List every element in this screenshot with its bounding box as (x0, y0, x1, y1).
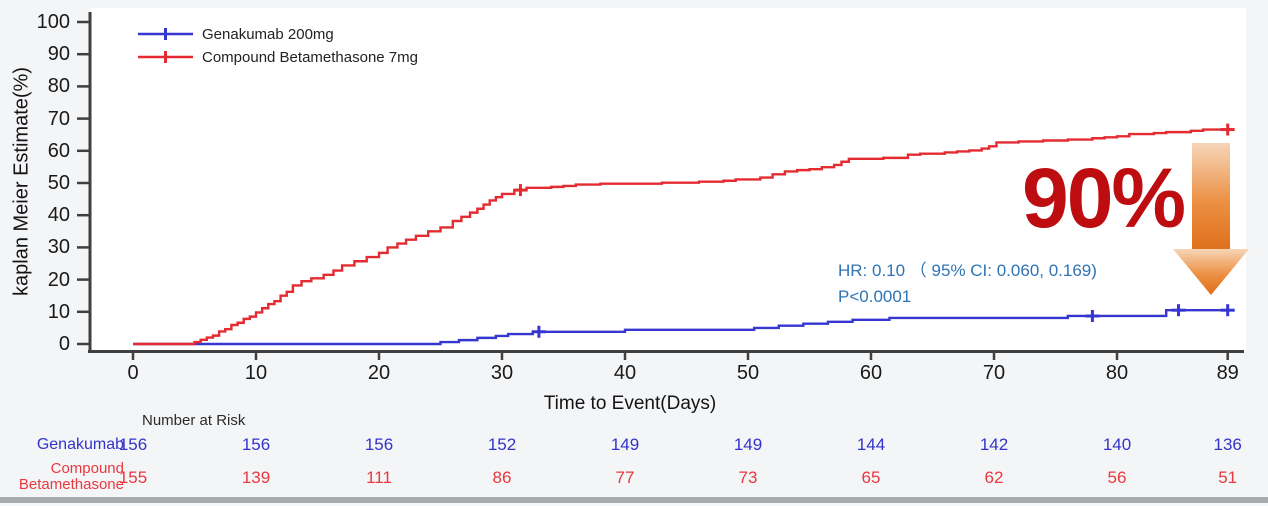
risk-value: 140 (1102, 435, 1132, 454)
y-tick-label: 40 (47, 204, 70, 227)
y-tick-label: 100 (36, 11, 70, 33)
effect-size-callout: 90% (1022, 151, 1186, 245)
x-axis-title: Time to Event(Days) (543, 393, 717, 414)
y-tick-label: 90 (47, 43, 70, 66)
x-tick-label: 50 (736, 362, 760, 384)
risk-value: 152 (487, 435, 517, 454)
risk-row-label-text: Genakumab (36, 436, 124, 453)
x-tick-label: 0 (127, 362, 139, 384)
y-tick-label: 50 (47, 172, 70, 194)
risk-value: 136 (1213, 435, 1242, 454)
risk-value: 62 (984, 468, 1004, 487)
y-tick-label: 20 (47, 268, 70, 291)
risk-row-label-genakumab: Genakumab (4, 436, 124, 453)
risk-value: 149 (610, 435, 640, 454)
p-value-annotation: P<0.0001 (838, 287, 912, 306)
x-tick-label: 80 (1105, 362, 1129, 384)
x-tick-label: 40 (613, 362, 637, 384)
y-tick-label: 60 (47, 139, 70, 162)
risk-row-label-text: Compound (50, 460, 124, 477)
km-curve-genakumab (133, 308, 1228, 346)
risk-value: 56 (1107, 468, 1127, 487)
y-tick-label: 0 (58, 333, 70, 355)
x-tick-label: 10 (244, 362, 268, 384)
plot-area (91, 8, 1246, 351)
bottom-edge-bar (0, 497, 1268, 503)
risk-value: 65 (861, 468, 881, 487)
risk-value: 111 (366, 468, 392, 487)
risk-value: 86 (492, 468, 512, 487)
down-arrow-icon (1173, 143, 1249, 295)
x-tick-label: 70 (982, 362, 1006, 384)
risk-table-header: Number at Risk (142, 412, 246, 429)
legend-label-betamethasone: Compound Betamethasone 7mg (202, 49, 418, 66)
risk-row-label-betamethasone: Compound Betamethasone (4, 461, 124, 493)
risk-value: 144 (856, 435, 886, 454)
risk-value: 77 (615, 468, 635, 487)
below-edge-strip (0, 503, 1268, 506)
km-curve-betamethasone (133, 128, 1228, 346)
risk-value: 155 (118, 468, 148, 487)
y-tick-label: 30 (47, 236, 70, 259)
y-tick-label: 80 (47, 75, 70, 98)
risk-value: 156 (364, 435, 394, 454)
y-tick-label: 10 (47, 300, 70, 323)
risk-value: 51 (1218, 468, 1238, 487)
risk-value: 73 (738, 468, 758, 487)
risk-value: 139 (241, 468, 271, 487)
risk-value: 149 (733, 435, 763, 454)
y-tick-label: 70 (47, 107, 70, 130)
x-tick-label: 60 (859, 362, 883, 384)
x-tick-label: 30 (490, 362, 514, 384)
risk-value: 156 (118, 435, 148, 454)
x-tick-label: 89 (1216, 362, 1239, 384)
hazard-ratio-annotation: HR: 0.10 （ 95% CI: 0.060, 0.169) (838, 261, 1097, 280)
legend-label-genakumab: Genakumab 200mg (202, 26, 334, 43)
risk-value: 156 (241, 435, 271, 454)
x-tick-label: 20 (367, 362, 391, 384)
risk-row-label-text: Betamethasone (18, 476, 124, 493)
risk-value: 142 (979, 435, 1009, 454)
